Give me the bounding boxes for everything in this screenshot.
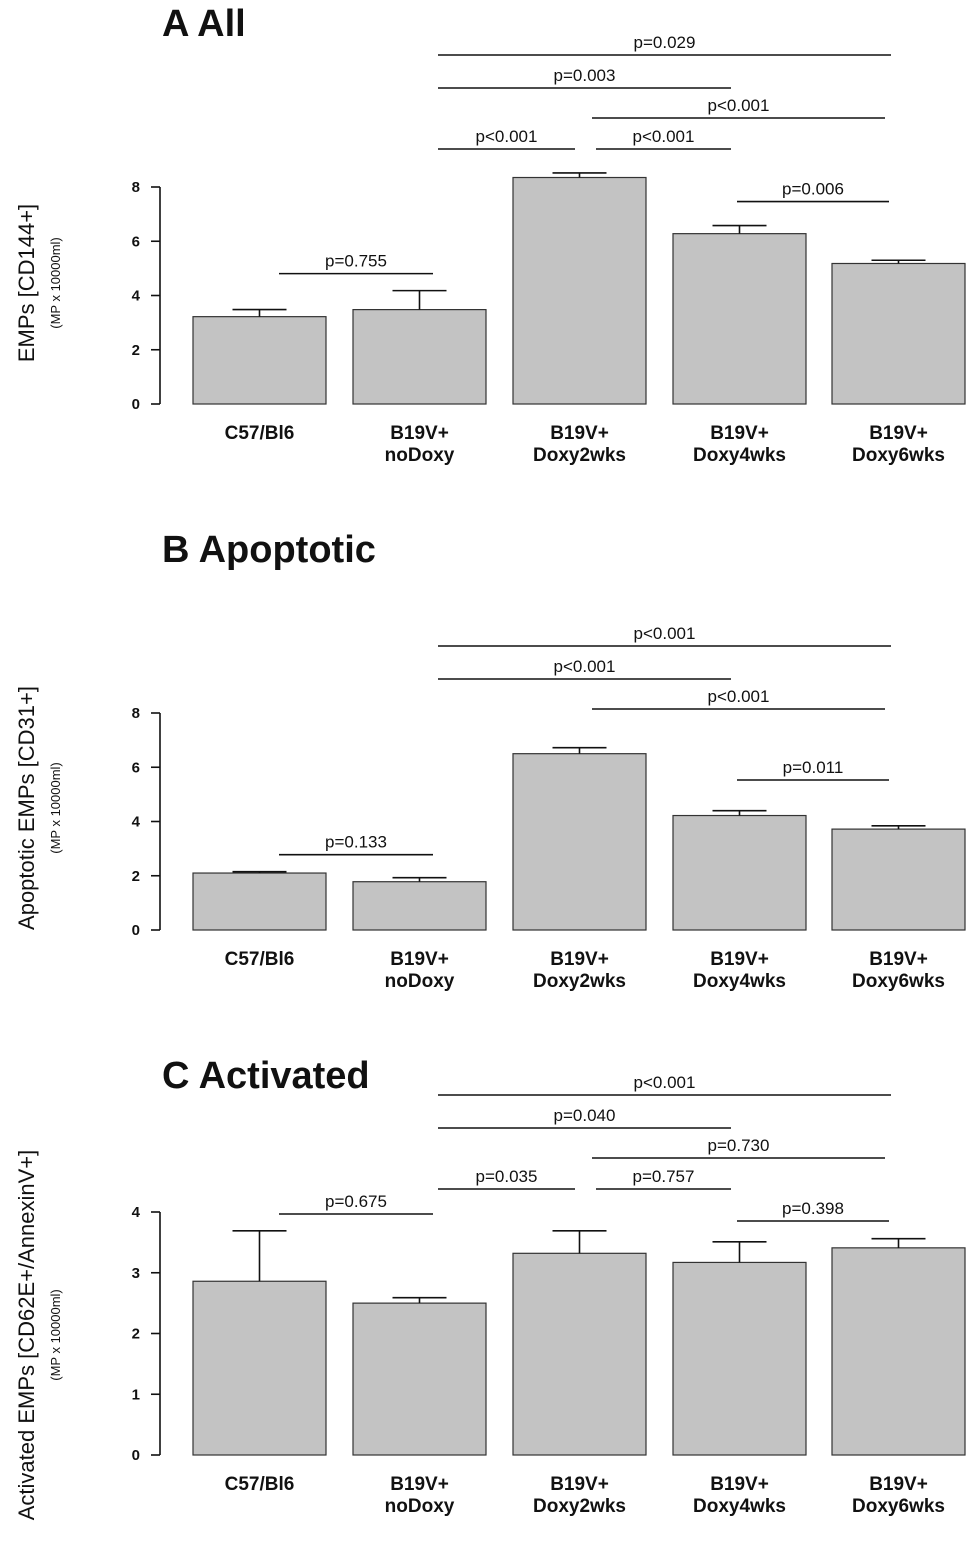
panel-2-bar-0 (192, 1280, 327, 1456)
panel-1-category-label-1-0: B19V+ (390, 949, 449, 970)
panel-1-category-label-1-1: noDoxy (385, 971, 455, 992)
panel-0-p-value-label-4: p<0.001 (708, 96, 770, 115)
panel-1-title: B Apoptotic (162, 529, 376, 571)
panel-0-y-axis-sublabel: (MP x 10000ml) (48, 237, 63, 329)
panel-2-bar-1 (352, 1302, 487, 1456)
panel-2-category-label-1-1: noDoxy (385, 1496, 455, 1517)
panel-1-y-axis-sublabel: (MP x 10000ml) (48, 762, 63, 854)
panel-1-bar-1 (352, 881, 487, 931)
panel-1-y-axis-label: Apoptotic EMPs [CD31+] (14, 686, 39, 930)
panel-0-category-label-1-0: B19V+ (390, 423, 449, 444)
panel-0-category-label-2-1: Doxy2wks (533, 445, 626, 466)
panel-0-p-value-label-2: p<0.001 (633, 127, 695, 146)
panel-1-category-label-3-0: B19V+ (710, 949, 769, 970)
panel-2-p-value-label-1: p=0.035 (476, 1167, 538, 1186)
panel-2-p-value-label-6: p<0.001 (634, 1073, 696, 1092)
panel-2-category-label-3-0: B19V+ (710, 1474, 769, 1495)
panel-2-p-value-label-2: p=0.757 (633, 1167, 695, 1186)
panel-2-category-label-4-0: B19V+ (869, 1474, 928, 1495)
panel-1-category-label-4-1: Doxy6wks (852, 971, 945, 992)
panel-2-category-label-3-1: Doxy4wks (693, 1496, 786, 1517)
panel-2-y-tick-label-3: 3 (132, 1265, 140, 1282)
panel-2-category-label-2-0: B19V+ (550, 1474, 609, 1495)
panel-0-p-value-label-3: p=0.006 (782, 180, 844, 199)
panel-1-bar-2 (512, 753, 647, 931)
panel-1-category-label-4-0: B19V+ (869, 949, 928, 970)
panel-1-y-tick-label-2: 4 (132, 814, 141, 831)
panel-0-category-label-3-1: Doxy4wks (693, 445, 786, 466)
panel-2-title: C Activated (162, 1055, 370, 1097)
panel-2-p-value-label-5: p=0.040 (554, 1106, 616, 1125)
panel-2-bar-3 (672, 1261, 807, 1456)
panel-0-bar-4 (831, 262, 966, 405)
panel-2-y-axis-label: Activated EMPs [CD62E+/AnnexinV+] (14, 1150, 39, 1521)
panel-2-category-label-1-0: B19V+ (390, 1474, 449, 1495)
panel-0-category-label-0-0: C57/Bl6 (225, 423, 295, 444)
panel-0-y-tick-label-2: 4 (132, 288, 141, 305)
panel-0-category-label-4-0: B19V+ (869, 423, 928, 444)
panel-0-y-tick-label-1: 2 (132, 342, 140, 359)
panel-1-y-tick-label-1: 2 (132, 868, 140, 885)
panel-1-p-value-label-1: p=0.011 (783, 758, 844, 777)
panel-1-bar-0 (192, 872, 327, 931)
panel-0-bar-0 (192, 316, 327, 405)
panel-0-p-value-label-6: p=0.029 (634, 33, 696, 52)
panel-1-category-label-0-0: C57/Bl6 (225, 949, 295, 970)
panel-2-y-axis-sublabel: (MP x 10000ml) (48, 1289, 63, 1381)
panel-1-p-value-label-3: p<0.001 (554, 657, 616, 676)
panel-0-p-value-label-5: p=0.003 (554, 66, 616, 85)
panel-1-p-value-label-0: p=0.133 (325, 833, 387, 852)
panel-1-y-tick-label-3: 6 (132, 759, 140, 776)
panel-2-p-value-label-4: p=0.730 (708, 1136, 770, 1155)
panel-0-p-value-label-0: p=0.755 (325, 252, 387, 271)
panel-2-y-tick-label-0: 0 (132, 1447, 140, 1464)
panel-0-title: A All (162, 3, 246, 45)
panel-0-y-axis-label: EMPs [CD144+] (14, 204, 39, 362)
panel-1-y-tick-label-0: 0 (132, 922, 140, 939)
panel-0-y-tick-label-4: 8 (132, 179, 140, 196)
panel-1-category-label-3-1: Doxy4wks (693, 971, 786, 992)
panel-0-y-tick-label-0: 0 (132, 396, 140, 413)
panel-1-category-label-2-0: B19V+ (550, 949, 609, 970)
panel-2-y-tick-label-2: 2 (132, 1326, 140, 1343)
panel-2-p-value-label-0: p=0.675 (325, 1192, 387, 1211)
panel-2-bar-4 (831, 1247, 966, 1456)
panel-1-bar-3 (672, 814, 807, 931)
panel-0-category-label-4-1: Doxy6wks (852, 445, 945, 466)
panel-2-y-tick-label-1: 1 (132, 1386, 140, 1403)
panel-0-bar-3 (672, 233, 807, 405)
panel-2-y-tick-label-4: 4 (132, 1204, 141, 1221)
panel-0-bar-1 (352, 309, 487, 405)
panel-0-p-value-label-1: p<0.001 (476, 127, 538, 146)
panel-1-bar-4 (831, 828, 966, 931)
panel-2-category-label-0-0: C57/Bl6 (225, 1474, 295, 1495)
panel-1-p-value-label-2: p<0.001 (708, 687, 770, 706)
panel-1-p-value-label-4: p<0.001 (634, 624, 696, 643)
panel-1-category-label-2-1: Doxy2wks (533, 971, 626, 992)
panel-0-y-tick-label-3: 6 (132, 233, 140, 250)
panel-0-category-label-2-0: B19V+ (550, 423, 609, 444)
panel-0-category-label-3-0: B19V+ (710, 423, 769, 444)
panel-2-category-label-2-1: Doxy2wks (533, 1496, 626, 1517)
panel-2-p-value-label-3: p=0.398 (782, 1199, 844, 1218)
panel-1-y-tick-label-4: 8 (132, 705, 140, 722)
panel-0-category-label-1-1: noDoxy (385, 445, 455, 466)
panel-0-bar-2 (512, 176, 647, 405)
panel-2-bar-2 (512, 1252, 647, 1456)
panel-2-category-label-4-1: Doxy6wks (852, 1496, 945, 1517)
